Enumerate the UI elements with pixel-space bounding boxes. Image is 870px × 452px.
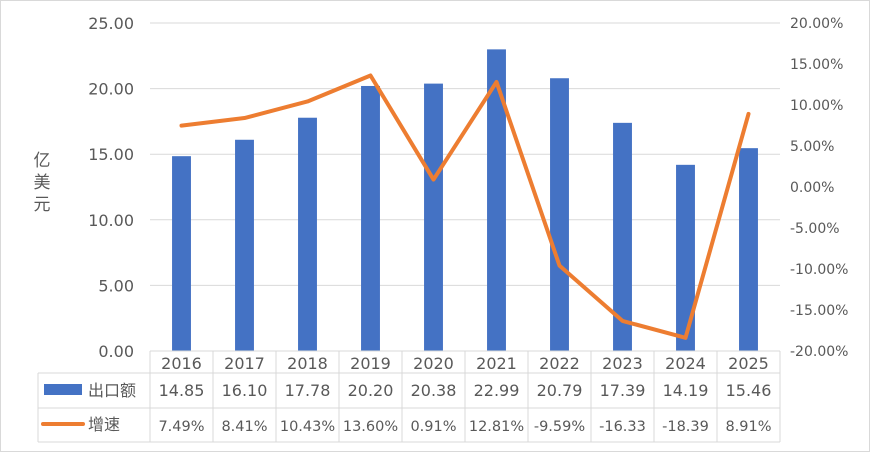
table-cell-export: 15.46	[726, 381, 772, 400]
bar	[613, 122, 632, 351]
bar	[676, 164, 695, 351]
bar	[739, 148, 758, 351]
bar	[424, 83, 443, 351]
bar	[487, 49, 506, 351]
x-tick-label: 2025	[728, 354, 769, 373]
table-cell-growth: 8.41%	[221, 419, 267, 435]
table-cell-export: 20.38	[411, 381, 457, 400]
y-axis-title: 亿美元	[30, 150, 54, 216]
growth-line	[179, 73, 751, 340]
y2-tick-label: 5.00%	[790, 139, 834, 155]
y2-tick-label: 20.00%	[790, 16, 843, 32]
x-tick-label: 2024	[665, 354, 706, 373]
table-cell-growth: 10.43%	[280, 419, 335, 435]
table-cell-growth: 7.49%	[158, 419, 204, 435]
x-tick-label: 2023	[602, 354, 643, 373]
table-cell-export: 22.99	[474, 381, 520, 400]
table-cell-growth: 12.81%	[469, 419, 524, 435]
y2-tick-label: -10.00%	[790, 262, 848, 278]
x-tick-label: 2017	[224, 354, 265, 373]
table-cell-export: 17.78	[285, 381, 331, 400]
table-cell-growth: 13.60%	[343, 419, 398, 435]
table-cell-export: 17.39	[600, 381, 646, 400]
legend-key-bar	[44, 384, 82, 395]
y2-tick-label: -20.00%	[790, 344, 848, 360]
table-cell-growth: -16.33	[599, 419, 646, 435]
bar	[235, 139, 254, 351]
legend-label-line: 增速	[88, 415, 120, 434]
x-tick-label: 2016	[161, 354, 202, 373]
y2-tick-label: 0.00%	[790, 180, 834, 196]
table-cell-export: 20.20	[348, 381, 394, 400]
y-tick-label: 25.00	[88, 14, 134, 33]
y-tick-label: 15.00	[88, 145, 134, 164]
table-cell-growth: 8.91%	[725, 419, 771, 435]
x-tick-label: 2019	[350, 354, 391, 373]
table-cell-growth: -18.39	[662, 419, 709, 435]
table-cell-growth: 0.91%	[410, 419, 456, 435]
y-axis-title-text: 亿美元	[30, 150, 54, 216]
y2-tick-label: 15.00%	[790, 57, 843, 73]
y-tick-label: 10.00	[88, 211, 134, 230]
legend-label-bar: 出口额	[88, 381, 136, 400]
table-cell-export: 14.19	[663, 381, 709, 400]
y-axis-title-char: 美	[33, 173, 51, 193]
y2-tick-label: -5.00%	[790, 221, 840, 237]
y-tick-label: 5.00	[98, 276, 134, 295]
table-cell-growth: -9.59%	[534, 419, 585, 435]
bar	[361, 85, 380, 351]
table-cell-export: 14.85	[159, 381, 205, 400]
bar	[172, 156, 191, 351]
y2-tick-label: 10.00%	[790, 98, 843, 114]
x-tick-label: 2022	[539, 354, 580, 373]
x-tick-label: 2018	[287, 354, 328, 373]
x-tick-label: 2020	[413, 354, 454, 373]
bar	[550, 78, 569, 351]
y-axis-title-char: 亿	[33, 151, 51, 171]
table-cell-export: 16.10	[222, 381, 268, 400]
x-tick-label: 2021	[476, 354, 517, 373]
y2-tick-label: -15.00%	[790, 303, 848, 319]
y-tick-label: 0.00	[98, 342, 134, 361]
bar	[298, 117, 317, 351]
y-axis-title-char: 元	[33, 195, 51, 215]
table-cell-export: 20.79	[537, 381, 583, 400]
y-tick-label: 20.00	[88, 80, 134, 99]
